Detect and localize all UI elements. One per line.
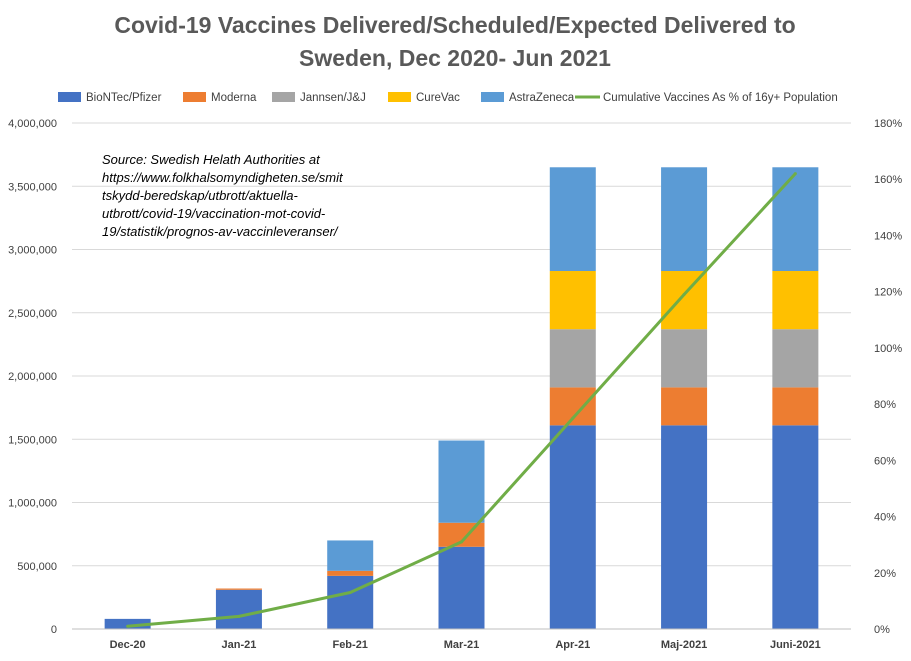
- x-tick-label: Mar-21: [444, 639, 479, 651]
- bar-segment: [661, 167, 708, 272]
- y-left-tick-label: 500,000: [17, 561, 57, 573]
- source-annotation: Source: Swedish Helath Authorities at htt…: [102, 152, 344, 239]
- legend-swatch: [183, 92, 206, 102]
- bar-segment: [661, 271, 708, 330]
- source-note-line: tskydd-beredskap/utbrott/aktuella-: [102, 188, 298, 203]
- line-point: [571, 416, 575, 420]
- line-point: [682, 292, 686, 296]
- bar-segment: [549, 329, 596, 388]
- y-left-tick-label: 1,000,000: [8, 498, 57, 510]
- legend-label: CureVac: [416, 92, 460, 104]
- y-right-tick-label: 0%: [874, 624, 890, 636]
- y-left-tick-label: 3,000,000: [8, 245, 57, 257]
- source-note-line: utbrott/covid-19/vaccination-mot-covid-: [102, 206, 326, 221]
- bar-segment: [661, 425, 708, 629]
- legend-label: Moderna: [211, 92, 257, 104]
- legend-swatch: [388, 92, 411, 102]
- y-left-tick-label: 0: [51, 624, 57, 636]
- y-right-tick-label: 140%: [874, 230, 902, 242]
- x-tick-label: Apr-21: [555, 639, 590, 651]
- y-left-tick-label: 1,500,000: [8, 434, 57, 446]
- source-note-line: https://www.folkhalsomyndigheten.se/smit: [102, 170, 344, 185]
- stacked-bars: [104, 167, 819, 629]
- y-right-tick-label: 20%: [874, 568, 896, 580]
- y-right-tick-label: 160%: [874, 174, 902, 186]
- y-right-tick-label: 80%: [874, 399, 896, 411]
- legend-label: Cumulative Vaccines As % of 16y+ Populat…: [603, 92, 838, 104]
- line-point: [126, 624, 130, 628]
- y-axis-right: 0% 20% 40% 60% 80% 100% 120% 140% 160% 180%: [874, 118, 902, 636]
- x-tick-label: Jan-21: [221, 639, 256, 651]
- bar-segment: [327, 540, 374, 571]
- legend-swatch: [481, 92, 504, 102]
- x-tick-label: Dec-20: [110, 639, 146, 651]
- chart-title-line: Sweden, Dec 2020- Jun 2021: [299, 45, 611, 71]
- y-left-tick-label: 2,500,000: [8, 308, 57, 320]
- bar-segment: [104, 618, 151, 629]
- y-right-tick-label: 180%: [874, 118, 902, 130]
- x-tick-label: Juni-2021: [770, 639, 821, 651]
- bar-segment: [661, 387, 708, 426]
- y-right-tick-label: 40%: [874, 512, 896, 524]
- bar-segment: [772, 387, 819, 426]
- chart-title: Covid-19 Vaccines Delivered/Scheduled/Ex…: [114, 12, 795, 71]
- cumulative-line: [126, 172, 797, 628]
- line-point: [237, 614, 241, 618]
- y-right-tick-label: 120%: [874, 287, 902, 299]
- bar-segment: [772, 329, 819, 388]
- y-left-tick-label: 3,500,000: [8, 181, 57, 193]
- bar-segment: [661, 329, 708, 388]
- bar-segment: [549, 271, 596, 330]
- y-left-tick-label: 4,000,000: [8, 118, 57, 130]
- chart-title-line: Covid-19 Vaccines Delivered/Scheduled/Ex…: [114, 12, 795, 38]
- y-right-tick-label: 100%: [874, 343, 902, 355]
- bar-segment: [438, 440, 485, 523]
- bar-segment: [438, 546, 485, 629]
- bar-segment: [215, 588, 262, 590]
- bar-segment: [549, 167, 596, 272]
- x-axis: Dec-20 Jan-21 Feb-21 Mar-21 Apr-21 Maj-2021 Ju…: [72, 628, 851, 651]
- y-left-tick-label: 2,000,000: [8, 371, 57, 383]
- source-note-line: 19/statistik/prognos-av-vaccinleveranser…: [102, 224, 339, 239]
- legend-label: AstraZeneca: [509, 92, 575, 104]
- source-note-line: Source: Swedish Helath Authorities at: [102, 152, 321, 167]
- legend: BioNTec/Pfizer Moderna Jannsen/J&J CureVac A…: [58, 92, 838, 104]
- bar-segment: [772, 425, 819, 629]
- y-axis-left: 0 500,000 1,000,000 1,500,000 2,000,000 2,500…: [8, 118, 57, 636]
- line-point: [348, 590, 352, 594]
- x-tick-label: Maj-2021: [661, 639, 707, 651]
- x-tick-label: Feb-21: [332, 639, 367, 651]
- y-right-tick-label: 60%: [874, 455, 896, 467]
- legend-label: BioNTec/Pfizer: [86, 92, 162, 104]
- legend-swatch: [58, 92, 81, 102]
- line-point: [460, 540, 463, 544]
- bar-segment: [549, 425, 596, 629]
- bar-segment: [772, 167, 819, 272]
- bar-segment: [772, 271, 819, 330]
- bar-segment: [215, 589, 262, 629]
- legend-label: Jannsen/J&J: [300, 92, 366, 104]
- bar-segment: [327, 570, 374, 576]
- line-point: [793, 172, 797, 176]
- legend-swatch: [272, 92, 295, 102]
